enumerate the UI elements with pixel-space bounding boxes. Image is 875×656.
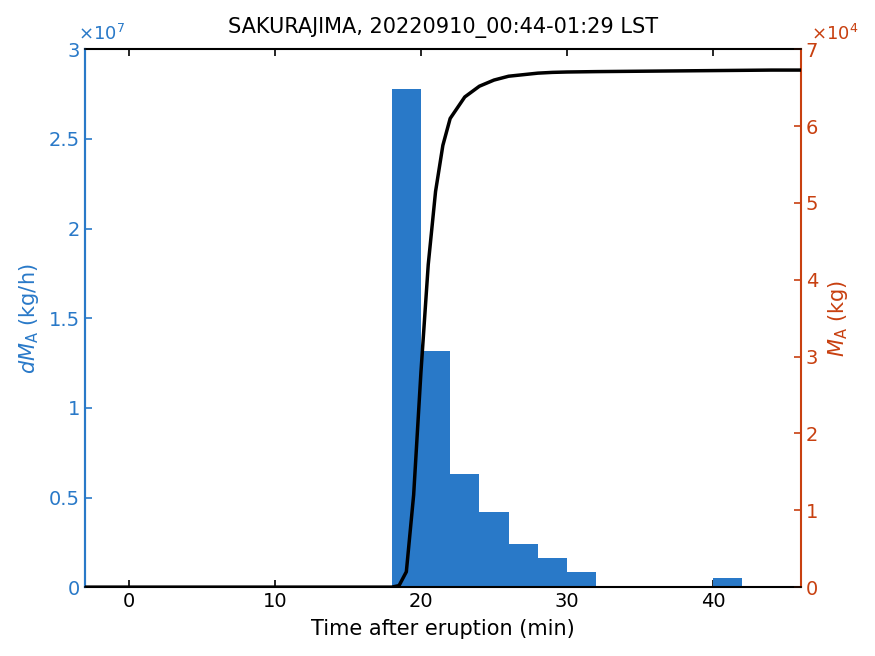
Bar (480, 512, 508, 587)
X-axis label: Time after eruption (min): Time after eruption (min) (311, 619, 575, 640)
Title: SAKURAJIMA, 20220910_00:44-01:29 LST: SAKURAJIMA, 20220910_00:44-01:29 LST (228, 16, 658, 37)
Bar (567, 572, 596, 587)
Bar (421, 350, 450, 587)
Bar (538, 558, 567, 587)
Bar (450, 474, 480, 587)
Y-axis label: $M_\mathregular{A}$ (kg): $M_\mathregular{A}$ (kg) (826, 279, 850, 357)
Bar (508, 544, 538, 587)
Text: $\times\mathregular{10}^{\mathregular{7}}$: $\times\mathregular{10}^{\mathregular{7}… (78, 24, 125, 44)
Bar (713, 578, 742, 587)
Text: $\times\mathregular{10}^{\mathregular{4}}$: $\times\mathregular{10}^{\mathregular{4}… (811, 24, 859, 44)
Bar (392, 89, 421, 587)
Y-axis label: $dM_\mathregular{A}$ (kg/h): $dM_\mathregular{A}$ (kg/h) (17, 263, 40, 373)
